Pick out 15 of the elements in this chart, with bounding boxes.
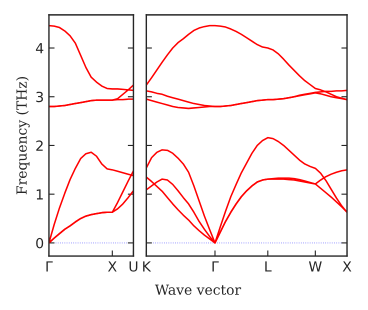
y-axis-title: Frequency (THz) — [16, 77, 30, 194]
x-tick-label: U — [130, 261, 138, 272]
y-tick-label: 1 — [36, 189, 43, 200]
y-tick-label: 3 — [36, 92, 43, 102]
x-tick-label: K — [143, 261, 152, 272]
x-tick-label: X — [108, 261, 117, 272]
x-tick-label: W — [308, 261, 322, 272]
x-tick-label: X — [342, 261, 352, 272]
x-tick-label: L — [265, 261, 272, 272]
y-tick-label: 2 — [36, 140, 43, 151]
y-tick-label: 0 — [36, 238, 44, 248]
x-axis-title: Wave vector — [154, 284, 242, 295]
y-tick-label: 4 — [36, 43, 44, 54]
x-tick-label: Γ — [212, 261, 219, 272]
x-tick-label: Γ — [46, 261, 53, 272]
